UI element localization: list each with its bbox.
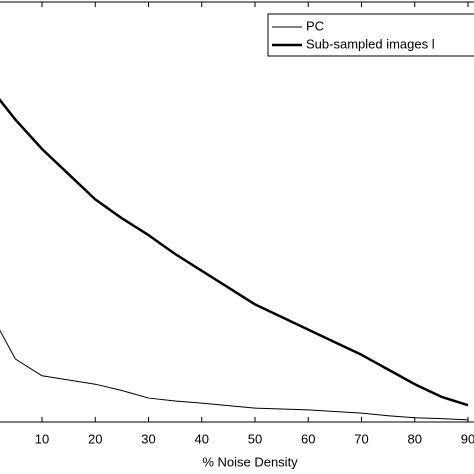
x-tick-label: 10 bbox=[35, 431, 49, 446]
x-tick-label: 60 bbox=[301, 431, 315, 446]
legend-box bbox=[267, 13, 474, 57]
x-tick-label: 40 bbox=[195, 431, 209, 446]
x-axis-label: % Noise Density bbox=[202, 454, 298, 469]
legend-label: PC bbox=[306, 18, 324, 33]
x-tick-label: 30 bbox=[141, 431, 155, 446]
x-tick-label: 90 bbox=[461, 431, 474, 446]
series-line bbox=[0, 329, 469, 421]
series-line bbox=[0, 98, 469, 407]
x-tick-label: 70 bbox=[354, 431, 368, 446]
x-tick-label: 20 bbox=[88, 431, 102, 446]
x-tick-label: 80 bbox=[408, 431, 422, 446]
legend-label: Sub-sampled images l bbox=[306, 36, 435, 51]
plot-frame bbox=[0, 1, 474, 423]
x-tick-label: 50 bbox=[248, 431, 262, 446]
